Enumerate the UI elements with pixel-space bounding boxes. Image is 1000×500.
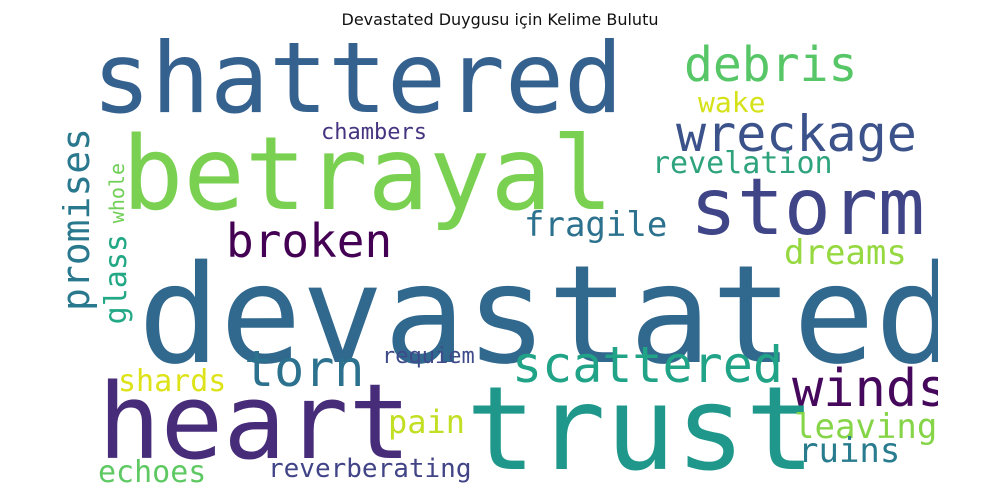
word-pain: pain: [388, 403, 466, 441]
word-dreams: dreams: [784, 233, 907, 273]
word-echoes: echoes: [98, 455, 207, 485]
word-fragile: fragile: [524, 205, 668, 245]
word-promises: promises: [62, 128, 98, 312]
word-chambers: chambers: [321, 120, 427, 145]
word-revelation: revelation: [652, 146, 833, 181]
word-broken: broken: [226, 214, 393, 268]
word-shards: shards: [118, 364, 227, 399]
word-storm: storm: [690, 163, 925, 253]
word-whole: whole: [105, 163, 129, 224]
word-devastated: devastated: [138, 237, 938, 395]
word-cloud: shattered betrayal debris wake wreckage chamb…: [62, 38, 938, 484]
word-wake: wake: [698, 86, 766, 119]
word-winds: winds: [792, 359, 938, 419]
word-glass: glass: [99, 234, 134, 325]
chart-title: Devastated Duygusu için Kelime Bulutu: [341, 10, 659, 29]
word-reverberating: reverberating: [268, 454, 472, 484]
word-shattered: shattered: [92, 38, 624, 136]
word-betrayal: betrayal: [122, 115, 614, 234]
word-torn: torn: [244, 340, 365, 398]
word-trust: trust: [466, 362, 816, 485]
word-requiem: requiem: [382, 344, 475, 369]
word-scattered: scattered: [512, 336, 783, 394]
word-debris: debris: [684, 38, 858, 93]
word-heart: heart: [98, 361, 412, 483]
word-ruins: ruins: [798, 431, 901, 471]
word-wreckage: wreckage: [676, 105, 917, 163]
word-leaving: leaving: [794, 407, 938, 447]
